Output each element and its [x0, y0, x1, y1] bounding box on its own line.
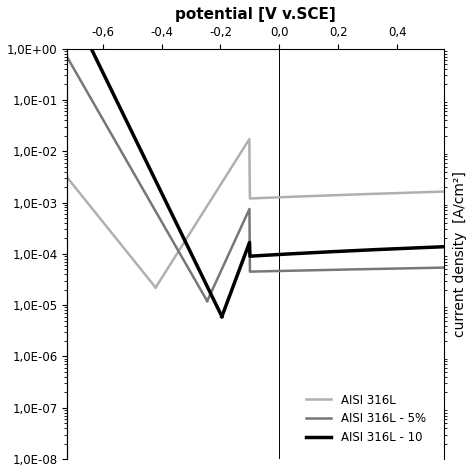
X-axis label: potential [V v.SCE]: potential [V v.SCE]: [175, 7, 336, 22]
Y-axis label: current density  [A/cm²]: current density [A/cm²]: [453, 171, 467, 337]
Legend: AISI 316L, AISI 316L - 5%, AISI 316L - 10: AISI 316L, AISI 316L - 5%, AISI 316L - 1…: [301, 389, 431, 449]
